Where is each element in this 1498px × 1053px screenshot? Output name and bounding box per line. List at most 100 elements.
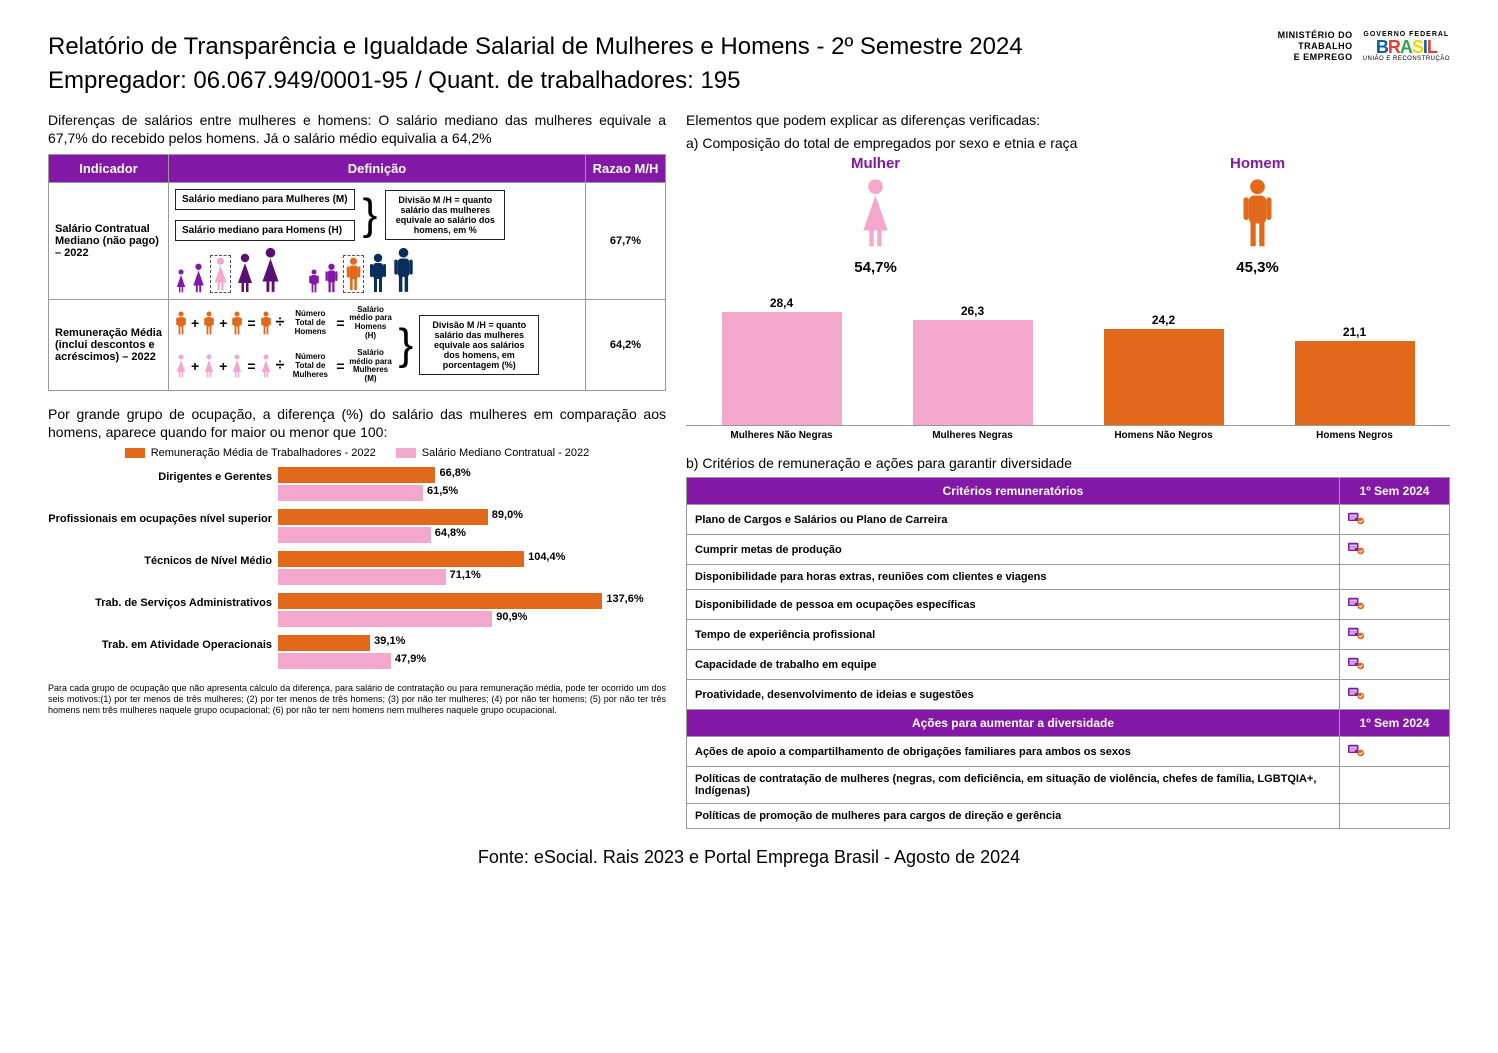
- occ-intro: Por grande grupo de ocupação, a diferenç…: [48, 405, 666, 441]
- mulher-pct: 54,7%: [851, 259, 900, 276]
- row2-def: + + = ÷Número Total de Homens=Salário mé…: [169, 299, 586, 390]
- sex-composition: Mulher 54,7% Homem 45,3%: [686, 155, 1450, 276]
- table-row: Capacidade de trabalho em equipe: [687, 650, 1450, 680]
- ethnicity-chart: 28,4 26,3 24,2 21,1: [686, 286, 1450, 426]
- man-icon: [308, 269, 320, 293]
- row2-label: Remuneração Média (inclui descontos e ac…: [49, 299, 169, 390]
- crit-text: Cumprir metas de produção: [687, 535, 1340, 565]
- crit-check: [1340, 650, 1450, 680]
- occ-row: Trab. em Atividade Operacionais39,1%47,9…: [48, 635, 666, 671]
- row2-note: Divisão M /H = quanto salário das mulher…: [419, 315, 539, 375]
- row1-note: Divisão M /H = quanto salário das mulher…: [385, 190, 505, 240]
- occ-bar-pink: 61,5%: [278, 485, 423, 501]
- table-row: Políticas de promoção de mulheres para c…: [687, 804, 1450, 829]
- eth-label: Homens Não Negros: [1094, 430, 1234, 441]
- woman-icon: [235, 253, 255, 293]
- man-icon: [392, 247, 415, 293]
- crit-check: [1340, 565, 1450, 590]
- crit-check: [1340, 680, 1450, 710]
- eth-value: 28,4: [770, 296, 793, 310]
- occ-bar-orange: 137,6%: [278, 593, 602, 609]
- row-average: Remuneração Média (inclui descontos e ac…: [49, 299, 666, 390]
- occ-bars: 89,0% 64,8%: [278, 509, 666, 545]
- man-icon: [324, 263, 339, 293]
- check-icon: [1348, 511, 1366, 525]
- table-row: Proatividade, desenvolvimento de ideias …: [687, 680, 1450, 710]
- homem-label: Homem: [1230, 155, 1285, 172]
- eth-bar: [1295, 341, 1415, 425]
- crit-text: Plano de Cargos e Salários ou Plano de C…: [687, 505, 1340, 535]
- table-row: Ações de apoio a compartilhamento de obr…: [687, 737, 1450, 767]
- eth-label: Mulheres Não Negras: [712, 430, 852, 441]
- eth-bar-wrap: 24,2: [1094, 313, 1234, 426]
- occ-bar-orange: 104,4%: [278, 551, 524, 567]
- occ-row: Técnicos de Nível Médio104,4%71,1%: [48, 551, 666, 587]
- occ-bar-pink: 64,8%: [278, 527, 431, 543]
- th-razao: Razao M/H: [586, 154, 666, 182]
- legend2-label: Salário Mediano Contratual - 2022: [422, 447, 590, 459]
- occ-label: Trab. em Atividade Operacionais: [48, 635, 278, 651]
- occ-bars: 66,8% 61,5%: [278, 467, 666, 503]
- crit-text: Ações de apoio a compartilhamento de obr…: [687, 737, 1340, 767]
- source-line: Fonte: eSocial. Rais 2023 e Portal Empre…: [48, 847, 1450, 868]
- check-icon: [1348, 596, 1366, 610]
- right-column: Elementos que podem explicar as diferenç…: [686, 111, 1450, 829]
- occ-bars: 104,4%71,1%: [278, 551, 666, 587]
- check-icon: [1348, 656, 1366, 670]
- eth-bar-wrap: 21,1: [1285, 325, 1425, 425]
- ministerio-l3: E EMPREGO: [1278, 52, 1353, 63]
- eth-bar: [722, 312, 842, 426]
- crit-text: Proatividade, desenvolvimento de ideias …: [687, 680, 1340, 710]
- legend-swatch-orange: [125, 448, 145, 458]
- brasil-sub: UNIÃO E RECONSTRUÇÃO: [1363, 56, 1450, 62]
- avg-men-line: + + = ÷Número Total de Homens=Salário mé…: [175, 306, 393, 341]
- crit-text: Políticas de promoção de mulheres para c…: [687, 804, 1340, 829]
- occ-bar-pink: 47,9%: [278, 653, 391, 669]
- occ-legend: Remuneração Média de Trabalhadores - 202…: [48, 447, 666, 459]
- explain-intro: Elementos que podem explicar as diferenç…: [686, 111, 1450, 129]
- mulher-label: Mulher: [851, 155, 900, 172]
- crit-body: Plano de Cargos e Salários ou Plano de C…: [687, 505, 1450, 710]
- comp-a-title: a) Composição do total de empregados por…: [686, 135, 1450, 151]
- occ-label: Profissionais em ocupações nível superio…: [48, 509, 278, 525]
- legend-swatch-pink: [396, 448, 416, 458]
- homem-pct: 45,3%: [1230, 259, 1285, 276]
- woman-icon: [851, 178, 900, 253]
- crit-check: [1340, 737, 1450, 767]
- th-indicador: Indicador: [49, 154, 169, 182]
- eth-label: Mulheres Negras: [903, 430, 1043, 441]
- crit-h1: Critérios remuneratórios: [687, 478, 1340, 505]
- eth-bar-wrap: 28,4: [712, 296, 852, 426]
- occ-bars: 137,6% 90,9%: [278, 593, 666, 629]
- criteria-table: Critérios remuneratórios 1º Sem 2024 Pla…: [686, 477, 1450, 829]
- woman-icon: [191, 263, 206, 293]
- brasil-word: BRASIL: [1376, 40, 1437, 54]
- man-icon: [368, 253, 388, 293]
- occ-bar-pink: 90,9%: [278, 611, 492, 627]
- header-logos: MINISTÉRIO DO TRABALHO E EMPREGO GOVERNO…: [1278, 30, 1450, 62]
- people-median-row: [175, 247, 579, 293]
- ministerio-l2: TRABALHO: [1278, 41, 1353, 52]
- occ-bar-orange: 66,8%: [278, 467, 435, 483]
- crit-text: Capacidade de trabalho em equipe: [687, 650, 1340, 680]
- mulher-box: Mulher 54,7%: [851, 155, 900, 276]
- legend1-label: Remuneração Média de Trabalhadores - 202…: [151, 447, 376, 459]
- eth-label: Homens Negros: [1285, 430, 1425, 441]
- crit-check: [1340, 535, 1450, 565]
- occ-bar-orange: 89,0%: [278, 509, 488, 525]
- table-row: Disponibilidade de pessoa em ocupações e…: [687, 590, 1450, 620]
- check-icon: [1348, 541, 1366, 555]
- row1-m-box: Salário mediano para Mulheres (M): [175, 189, 355, 210]
- legend-item-2: Salário Mediano Contratual - 2022: [396, 447, 590, 459]
- occ-label: Trab. de Serviços Administrativos: [48, 593, 278, 609]
- brace-icon: }: [363, 197, 378, 232]
- eth-bar-wrap: 26,3: [903, 304, 1043, 425]
- crit-check: [1340, 620, 1450, 650]
- crit-h2: 1º Sem 2024: [1340, 478, 1450, 505]
- table-row: Cumprir metas de produção: [687, 535, 1450, 565]
- legend-item-1: Remuneração Média de Trabalhadores - 202…: [125, 447, 376, 459]
- eth-bar: [1104, 329, 1224, 426]
- row2-ratio: 64,2%: [586, 299, 666, 390]
- check-icon: [1348, 743, 1366, 757]
- salary-diff-intro: Diferenças de salários entre mulheres e …: [48, 111, 666, 147]
